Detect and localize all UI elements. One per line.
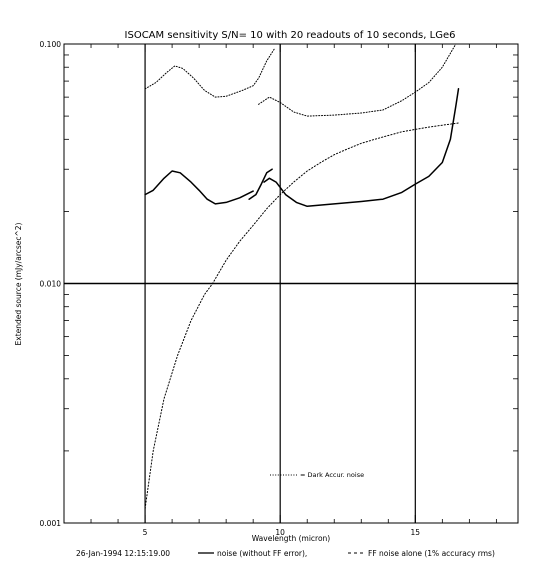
x-tick-label-5: 5	[143, 528, 148, 537]
solid-series-line-0	[144, 170, 254, 205]
series-group	[144, 43, 460, 509]
y-tick-label-2: 0.100	[40, 40, 62, 49]
x-axis-label: Wavelength (micron)	[252, 534, 331, 543]
dashed-series-line-0	[144, 122, 459, 509]
reference-lines	[64, 44, 518, 523]
y-axis-label: Extended source (mJy/arcsec^2)	[14, 222, 23, 345]
dotted-series-line-1	[258, 43, 457, 117]
x-tick-label-10: 10	[275, 528, 285, 537]
solid-series-line-2	[263, 88, 460, 208]
chart-title: ISOCAM sensitivity S/N= 10 with 20 reado…	[125, 30, 456, 41]
legend-inside-label: = Dark Accur. noise	[300, 471, 364, 479]
x-tick-label-15: 15	[411, 528, 421, 537]
dotted-series-line-0	[144, 47, 276, 98]
solid-series-line-1	[248, 168, 273, 200]
footer-date: 26-Jan-1994 12:15:19.00	[76, 549, 170, 558]
y-tick-label-0: 0.001	[40, 519, 62, 528]
footer-legend-dashed-label: FF noise alone (1% accuracy rms)	[368, 549, 495, 558]
footer-legend-solid-label: noise (without FF error),	[217, 549, 307, 558]
y-tick-label-1: 0.010	[40, 280, 62, 289]
axis-ticks: 5 10 15 0.001 0.010 0.100	[40, 40, 518, 537]
